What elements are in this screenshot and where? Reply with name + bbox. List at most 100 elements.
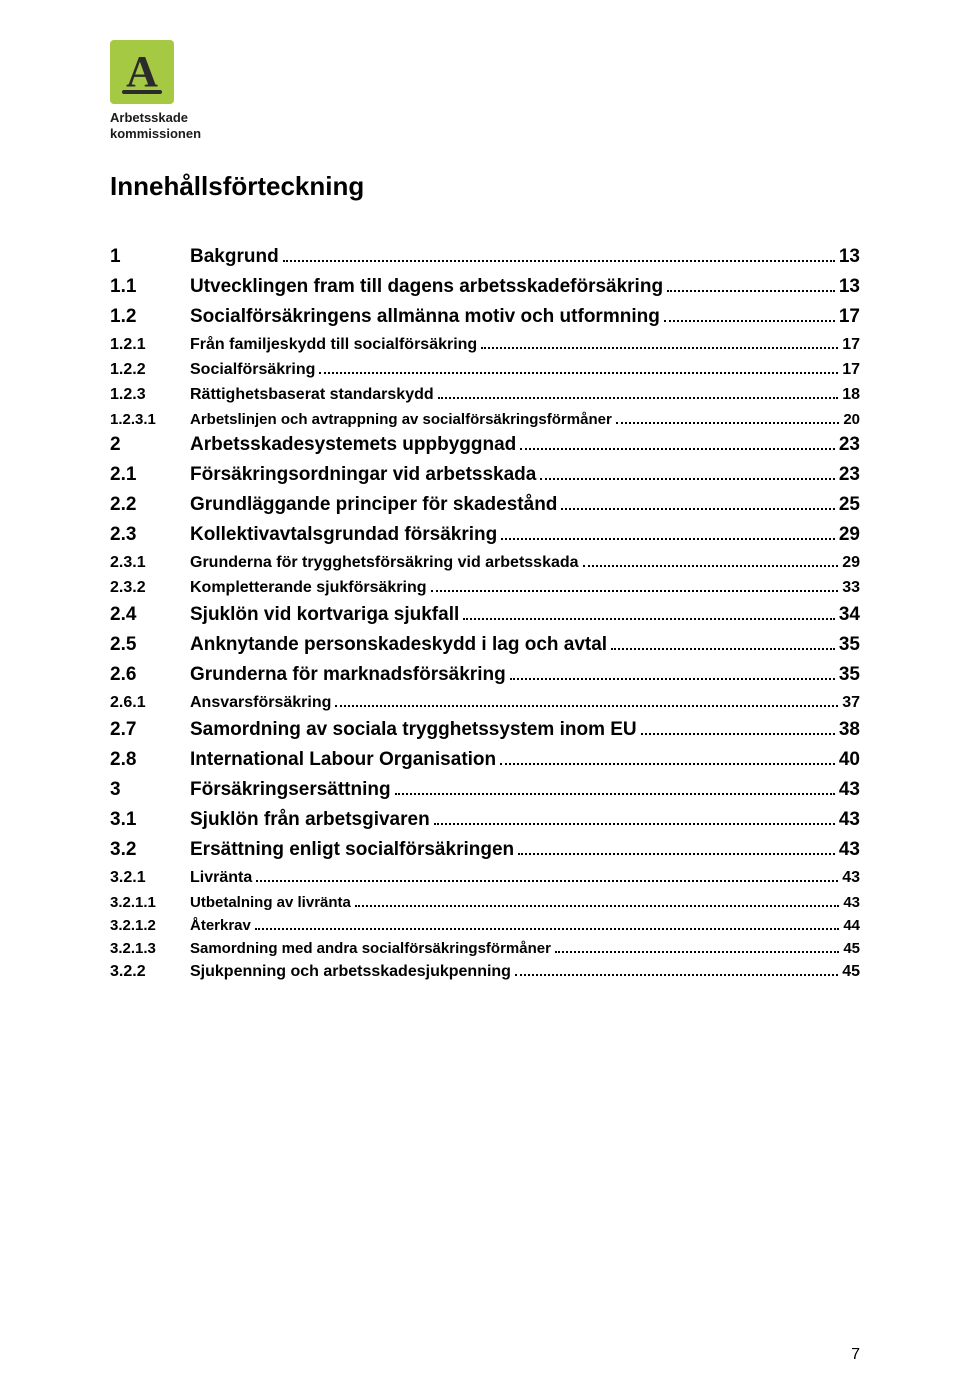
toc-leader-dots	[664, 320, 835, 322]
toc-entry: 1.2.3.1Arbetslinjen och avtrappning av s…	[110, 411, 860, 428]
toc-leader-dots	[335, 705, 838, 707]
toc-entry-number: 1.2.1	[110, 336, 190, 354]
toc-entry-number: 3.2.2	[110, 963, 190, 981]
toc-entry: 1.1Utvecklingen fram till dagens arbetss…	[110, 276, 860, 298]
toc-entry-body: Socialförsäkring17	[190, 361, 860, 379]
toc-entry-page: 43	[842, 869, 860, 887]
toc-entry: 1.2.2Socialförsäkring17	[110, 361, 860, 379]
toc-entry: 2.8International Labour Organisation40	[110, 749, 860, 771]
toc-entry-body: Arbetsskadesystemets uppbyggnad23	[190, 434, 860, 456]
toc-entry-label: Försäkringsersättning	[190, 779, 391, 801]
toc-entry-body: Utbetalning av livränta 43	[190, 894, 860, 911]
toc-leader-dots	[561, 508, 834, 510]
toc-entry-page: 43	[839, 839, 860, 861]
toc-entry-number: 2.4	[110, 604, 190, 626]
toc-entry: 3.1Sjuklön från arbetsgivaren43	[110, 809, 860, 831]
toc-entry-number: 2.3.2	[110, 579, 190, 597]
toc-entry-number: 1.2.2	[110, 361, 190, 379]
toc-entry: 1.2.1Från familjeskydd till socialförsäk…	[110, 336, 860, 354]
toc-entry-body: Sjuklön från arbetsgivaren43	[190, 809, 860, 831]
toc-entry: 2.5Anknytande personskadeskydd i lag och…	[110, 634, 860, 656]
toc-entry-number: 3	[110, 779, 190, 801]
page-number: 7	[851, 1346, 860, 1364]
toc-entry-body: Ersättning enligt socialförsäkringen 43	[190, 839, 860, 861]
toc-entry-body: Rättighetsbaserat standarskydd18	[190, 386, 860, 404]
toc-entry-page: 29	[839, 524, 860, 546]
toc-entry-number: 2.3	[110, 524, 190, 546]
page-title: Innehållsförteckning	[110, 171, 860, 202]
toc-entry-label: Anknytande personskadeskydd i lag och av…	[190, 634, 607, 656]
toc-entry-label: Livränta	[190, 869, 252, 887]
toc-entry-number: 2.6.1	[110, 694, 190, 712]
toc-entry-body: Grunderna för trygghetsförsäkring vid ar…	[190, 554, 860, 572]
toc-leader-dots	[667, 290, 835, 292]
logo-text-line1: Arbetsskade	[110, 110, 188, 126]
logo-icon: A	[110, 40, 174, 104]
toc-entry-body: Sjukpenning och arbetsskadesjukpenning45	[190, 963, 860, 981]
toc-entry-page: 29	[842, 554, 860, 572]
toc-entry-page: 40	[839, 749, 860, 771]
toc-entry-page: 13	[839, 246, 860, 268]
toc-entry-body: International Labour Organisation 40	[190, 749, 860, 771]
toc-entry-page: 17	[842, 336, 860, 354]
toc-entry-body: Kollektivavtalsgrundad försäkring29	[190, 524, 860, 546]
toc-entry: 2.6Grunderna för marknadsförsäkring35	[110, 664, 860, 686]
toc-entry-page: 45	[843, 940, 860, 957]
toc-entry-label: International Labour Organisation	[190, 749, 496, 771]
toc-entry-number: 3.2.1.2	[110, 917, 190, 934]
toc-entry-number: 2.7	[110, 719, 190, 741]
toc-entry-body: Kompletterande sjukförsäkring 33	[190, 579, 860, 597]
toc-entry-body: Grundläggande principer för skadestånd 25	[190, 494, 860, 516]
toc-entry: 2.3Kollektivavtalsgrundad försäkring29	[110, 524, 860, 546]
toc-entry: 2Arbetsskadesystemets uppbyggnad23	[110, 434, 860, 456]
toc-leader-dots	[431, 590, 839, 592]
toc-entry-number: 2	[110, 434, 190, 456]
logo-glyph: A	[126, 50, 158, 94]
toc-entry: 3.2.1Livränta43	[110, 869, 860, 887]
toc-entry: 2.7Samordning av sociala trygghetssystem…	[110, 719, 860, 741]
toc-entry-body: Bakgrund13	[190, 246, 860, 268]
toc-entry-body: Försäkringsersättning43	[190, 779, 860, 801]
toc-leader-dots	[540, 478, 835, 480]
toc-entry-page: 37	[842, 694, 860, 712]
toc-entry-number: 3.2.1.1	[110, 894, 190, 911]
toc-leader-dots	[510, 678, 835, 680]
toc-entry-body: Grunderna för marknadsförsäkring35	[190, 664, 860, 686]
toc-entry-number: 2.5	[110, 634, 190, 656]
toc-entry: 3.2.1.3Samordning med andra socialförsäk…	[110, 940, 860, 957]
toc-entry-body: Från familjeskydd till socialförsäkring1…	[190, 336, 860, 354]
toc-entry-number: 3.2.1.3	[110, 940, 190, 957]
toc-entry-label: Grundläggande principer för skadestånd	[190, 494, 557, 516]
toc-entry-page: 18	[842, 386, 860, 404]
toc-entry-label: Ersättning enligt socialförsäkringen	[190, 839, 514, 861]
toc-entry: 2.1Försäkringsordningar vid arbetsskada2…	[110, 464, 860, 486]
toc-entry: 1.2Socialförsäkringens allmänna motiv oc…	[110, 306, 860, 328]
toc-entry-page: 33	[842, 579, 860, 597]
toc-entry-page: 45	[842, 963, 860, 981]
toc-leader-dots	[255, 928, 839, 930]
toc-entry-label: Kompletterande sjukförsäkring	[190, 579, 427, 597]
toc-leader-dots	[319, 372, 838, 374]
toc-entry-page: 23	[839, 434, 860, 456]
toc-leader-dots	[583, 565, 839, 567]
toc-entry-number: 1.2.3	[110, 386, 190, 404]
toc-entry: 3.2.2Sjukpenning och arbetsskadesjukpenn…	[110, 963, 860, 981]
toc-leader-dots	[520, 448, 835, 450]
toc-entry-body: Arbetslinjen och avtrappning av socialfö…	[190, 411, 860, 428]
toc-entry-page: 25	[839, 494, 860, 516]
toc-entry-label: Samordning med andra socialförsäkringsfö…	[190, 940, 551, 957]
toc-entry-body: Sjuklön vid kortvariga sjukfall34	[190, 604, 860, 626]
toc-leader-dots	[283, 260, 835, 262]
toc-entry: 3.2.1.1Utbetalning av livränta 43	[110, 894, 860, 911]
toc-leader-dots	[515, 974, 838, 976]
toc-entry-label: Arbetslinjen och avtrappning av socialfö…	[190, 411, 612, 428]
toc-entry-label: Samordning av sociala trygghetssystem in…	[190, 719, 637, 741]
toc-entry: 2.6.1Ansvarsförsäkring37	[110, 694, 860, 712]
toc-entry-page: 43	[843, 894, 860, 911]
toc-entry-body: Försäkringsordningar vid arbetsskada23	[190, 464, 860, 486]
toc-leader-dots	[355, 905, 839, 907]
toc-entry: 2.2Grundläggande principer för skadestån…	[110, 494, 860, 516]
toc-leader-dots	[481, 347, 838, 349]
toc-entry-label: Utbetalning av livränta	[190, 894, 351, 911]
toc-entry: 2.4Sjuklön vid kortvariga sjukfall34	[110, 604, 860, 626]
